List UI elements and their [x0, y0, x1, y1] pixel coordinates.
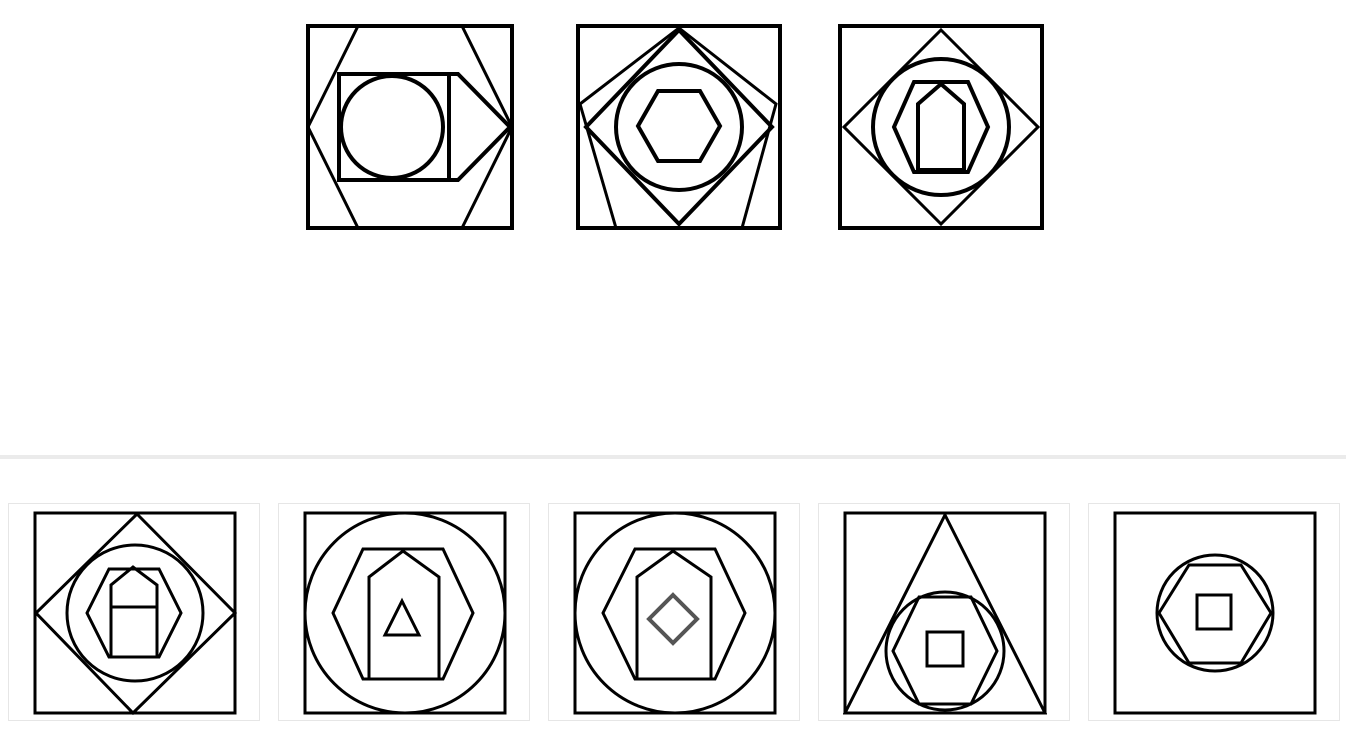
- diamond: [646, 592, 700, 646]
- option-figure-1: [33, 511, 237, 715]
- inner-square: [925, 630, 965, 668]
- house-pentagon: [635, 549, 713, 681]
- circle: [884, 590, 1006, 712]
- diamond: [841, 27, 1041, 227]
- hexagon: [331, 547, 475, 681]
- answer-option-4[interactable]: [818, 503, 1070, 721]
- outer-square: [1113, 511, 1317, 715]
- hexagon: [891, 80, 991, 174]
- outer-square: [33, 511, 237, 715]
- hexagon: [601, 547, 747, 681]
- answer-option-5[interactable]: [1088, 503, 1340, 721]
- circle: [614, 62, 744, 192]
- hexagon: [635, 89, 723, 163]
- circle: [573, 511, 777, 715]
- house-pentagon: [916, 81, 966, 172]
- answer-option-2[interactable]: [278, 503, 530, 721]
- arrow-pentagon: [449, 72, 513, 182]
- hexagon: [306, 24, 514, 230]
- option-figure-5: [1113, 511, 1317, 715]
- triangle: [843, 511, 1047, 715]
- inner-square: [109, 605, 159, 659]
- sequence-panel-1: [306, 24, 514, 230]
- diamond: [33, 511, 237, 715]
- circle: [65, 543, 205, 683]
- triangle: [382, 597, 422, 637]
- outer-square: [838, 24, 1044, 230]
- circle: [1155, 553, 1275, 673]
- inner-square: [1195, 593, 1233, 631]
- option-figure-4: [843, 511, 1047, 715]
- answer-option-3[interactable]: [548, 503, 800, 721]
- sequence-figure-1: [306, 24, 514, 230]
- diamond: [583, 27, 775, 227]
- circle: [871, 57, 1011, 197]
- circle: [339, 74, 445, 180]
- house-pentagon: [367, 549, 441, 681]
- option-figure-2: [303, 511, 507, 715]
- hexagon: [1157, 563, 1273, 665]
- sequence-figure-3: [838, 24, 1044, 230]
- answer-option-1[interactable]: [8, 503, 260, 721]
- hexagon: [891, 595, 999, 706]
- divider: [0, 455, 1346, 459]
- house-pentagon: [109, 565, 159, 659]
- sequence-panel-2: [576, 24, 782, 230]
- outer-square: [843, 511, 1047, 715]
- sequence-figure-2: [576, 24, 782, 230]
- circle: [303, 511, 507, 715]
- option-figure-3: [573, 511, 777, 715]
- sequence-panel-3: [838, 24, 1044, 230]
- pentagon: [578, 26, 778, 230]
- hexagon: [85, 567, 183, 659]
